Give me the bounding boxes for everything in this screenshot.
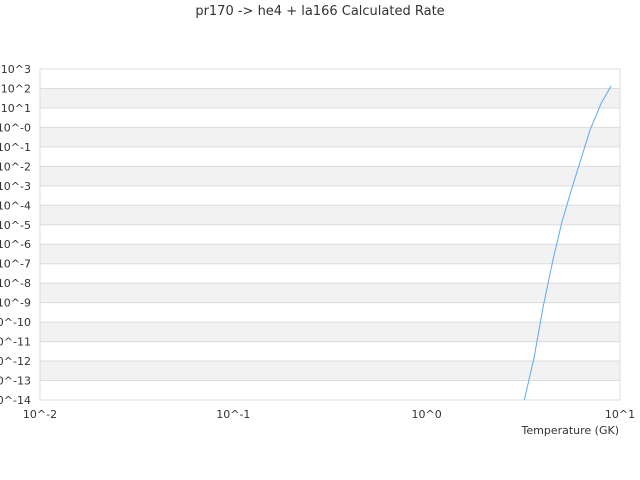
series-line bbox=[523, 85, 612, 401]
y-tick-label: 10^-7 bbox=[0, 258, 31, 271]
grid-band bbox=[40, 244, 620, 264]
y-tick-label: 10^-12 bbox=[0, 355, 31, 368]
x-tick-label: 10^0 bbox=[412, 408, 442, 421]
grid-band bbox=[40, 205, 620, 225]
y-tick-label: 10^-8 bbox=[0, 277, 31, 290]
grid-band bbox=[40, 322, 620, 342]
y-tick-label: 10^-14 bbox=[0, 394, 31, 407]
y-tick-label: 10^-4 bbox=[0, 199, 31, 212]
y-tick-label: 10^-5 bbox=[0, 219, 31, 232]
y-tick-label: 10^-6 bbox=[0, 238, 31, 251]
y-tick-label: 10^-1 bbox=[0, 141, 31, 154]
y-tick-label: 10^-2 bbox=[0, 160, 31, 173]
grid-band bbox=[40, 166, 620, 186]
x-axis-label: Temperature (GK) bbox=[521, 424, 620, 437]
x-tick-label: 10^-2 bbox=[23, 408, 57, 421]
grid-band bbox=[40, 88, 620, 108]
grid-band bbox=[40, 127, 620, 147]
y-tick-label: 10^3 bbox=[1, 63, 31, 76]
y-tick-label: 10^-9 bbox=[0, 297, 31, 310]
x-tick-label: 10^-1 bbox=[216, 408, 250, 421]
chart-title: pr170 -> he4 + la166 Calculated Rate bbox=[195, 4, 445, 19]
y-tick-label: 10^-13 bbox=[0, 375, 31, 388]
grid-band bbox=[40, 283, 620, 303]
y-tick-label: 10^-11 bbox=[0, 336, 31, 349]
y-tick-label: 10^-0 bbox=[0, 121, 31, 134]
y-tick-label: 10^2 bbox=[1, 82, 31, 95]
x-tick-label: 10^1 bbox=[605, 408, 635, 421]
y-tick-label: 10^-3 bbox=[0, 180, 31, 193]
y-tick-label: 10^1 bbox=[1, 102, 31, 115]
y-tick-label: 10^-10 bbox=[0, 316, 31, 329]
grid-band bbox=[40, 361, 620, 381]
